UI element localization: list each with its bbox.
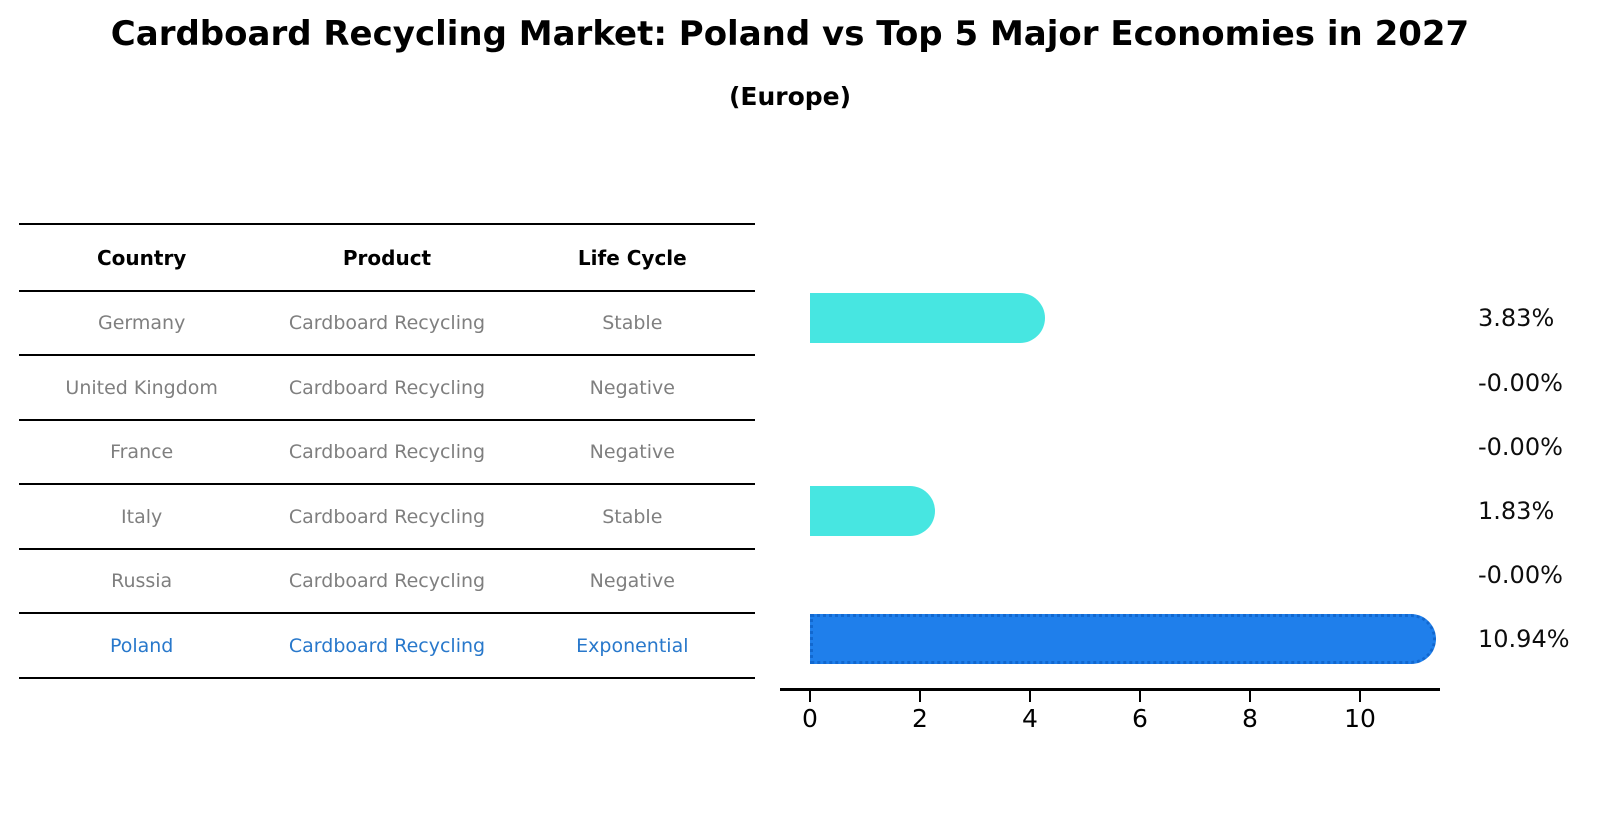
cell-life-cycle: Negative: [589, 441, 675, 463]
table-header-life-cycle: Life Cycle: [577, 245, 687, 270]
value-label-italy: 1.83%: [1478, 497, 1555, 525]
chart-subtitle: (Europe): [728, 82, 852, 111]
cell-country: Germany: [98, 312, 186, 334]
cell-product: Cardboard Recycling: [288, 376, 486, 399]
cell-life-cycle: Stable: [602, 505, 663, 528]
x-tick-mark: [809, 691, 811, 702]
table-divider: [19, 290, 755, 292]
x-axis-line: [780, 688, 1440, 691]
x-tick-label: 2: [912, 704, 928, 733]
x-tick-label: 6: [1132, 704, 1148, 733]
value-label-france: -0.00%: [1478, 433, 1563, 461]
x-tick-mark: [1249, 691, 1251, 702]
x-tick-label: 0: [802, 704, 818, 733]
table-row-germany: Germany Cardboard Recycling Stable: [19, 292, 755, 354]
cell-product: Cardboard Recycling: [288, 570, 486, 592]
cell-product: Cardboard Recycling: [288, 312, 486, 334]
cell-life-cycle: Stable: [602, 312, 663, 334]
bar-poland: [810, 614, 1436, 664]
table-row-italy: Italy Cardboard Recycling Stable: [19, 485, 755, 548]
x-tick-label: 4: [1022, 704, 1038, 733]
value-label-poland: 10.94%: [1478, 625, 1570, 653]
x-tick-mark: [1139, 691, 1141, 702]
table-header-row: Country Product Life Cycle: [19, 225, 755, 290]
chart-title: Cardboard Recycling Market: Poland vs To…: [110, 14, 1470, 54]
table-row-united-kingdom: United Kingdom Cardboard Recycling Negat…: [19, 356, 755, 419]
table-divider: [19, 483, 755, 485]
value-label-russia: -0.00%: [1478, 561, 1563, 589]
table-divider: [19, 419, 755, 421]
cell-product: Cardboard Recycling: [288, 441, 486, 463]
x-tick-mark: [1359, 691, 1361, 702]
table-header-product: Product: [342, 245, 432, 270]
country-table: Country Product Life Cycle Germany Cardb…: [19, 223, 755, 679]
cell-life-cycle: Negative: [589, 376, 675, 399]
x-tick-mark: [919, 691, 921, 702]
cell-country: United Kingdom: [65, 376, 218, 399]
table-divider: [19, 354, 755, 356]
table-row-russia: Russia Cardboard Recycling Negative: [19, 550, 755, 612]
table-divider: [19, 612, 755, 614]
cell-country: Italy: [121, 505, 163, 528]
table-row-france: France Cardboard Recycling Negative: [19, 421, 755, 483]
value-label-germany: 3.83%: [1478, 304, 1555, 332]
bar-italy: [810, 486, 935, 536]
x-tick-label: 8: [1242, 704, 1258, 733]
cell-product: Cardboard Recycling: [288, 505, 486, 528]
bar-germany: [810, 293, 1045, 343]
table-divider: [19, 677, 755, 679]
cell-country: Russia: [111, 570, 173, 592]
table-divider: [19, 223, 755, 225]
table-row-poland: Poland Cardboard Recycling Exponential: [19, 614, 755, 677]
cell-country: France: [110, 441, 174, 463]
cell-product: Cardboard Recycling: [288, 634, 486, 657]
table-divider: [19, 548, 755, 550]
cell-life-cycle: Exponential: [576, 634, 689, 657]
cell-country: Poland: [109, 634, 174, 657]
x-tick-label: 10: [1344, 704, 1376, 733]
table-header-country: Country: [96, 245, 187, 270]
x-tick-mark: [1029, 691, 1031, 702]
value-label-united-kingdom: -0.00%: [1478, 369, 1563, 397]
cell-life-cycle: Negative: [589, 570, 675, 592]
